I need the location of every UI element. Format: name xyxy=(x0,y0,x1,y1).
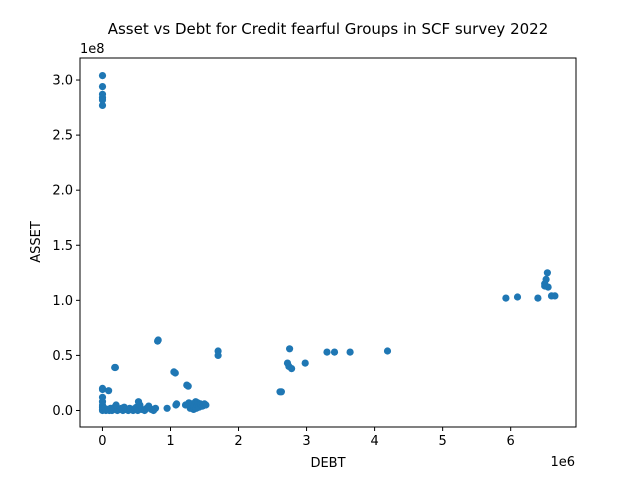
x-tick-label: 1 xyxy=(166,434,174,449)
data-point xyxy=(513,293,522,301)
data-point xyxy=(98,83,107,91)
data-point xyxy=(173,400,181,408)
x-axis-offset-label: 1e6 xyxy=(550,455,575,470)
data-point xyxy=(544,283,552,291)
chart-title: Asset vs Debt for Credit fearful Groups … xyxy=(108,20,549,38)
y-axis-offset-label: 1e8 xyxy=(80,42,105,57)
data-point xyxy=(98,101,107,109)
x-tick-label: 6 xyxy=(507,434,515,449)
data-point xyxy=(111,363,119,372)
data-point xyxy=(154,336,162,344)
data-point xyxy=(286,345,294,353)
x-tick-label: 5 xyxy=(439,434,447,449)
y-tick-label: 0.5 xyxy=(52,349,73,364)
x-axis-label: DEBT xyxy=(310,456,345,471)
data-point xyxy=(98,96,107,104)
axis-ticks: 0 1 2 3 4 5 6 0.0 0.5 1.0 1.5 2.0 2.5 3.0 xyxy=(52,74,515,449)
data-point xyxy=(502,294,510,302)
data-point xyxy=(98,385,107,394)
data-point xyxy=(301,359,309,367)
data-point xyxy=(151,404,160,412)
data-point xyxy=(202,401,210,409)
data-point xyxy=(214,351,222,359)
y-tick-label: 1.0 xyxy=(52,294,73,309)
y-tick-label: 1.5 xyxy=(52,239,73,254)
plot-area-frame xyxy=(79,57,577,428)
data-point xyxy=(184,382,192,390)
data-point xyxy=(534,294,542,302)
y-tick-label: 0.0 xyxy=(52,404,73,419)
y-axis-label: ASSET xyxy=(29,221,44,263)
x-tick-label: 4 xyxy=(370,434,378,449)
data-point xyxy=(551,292,559,300)
data-point xyxy=(171,369,179,377)
data-point xyxy=(105,387,113,395)
x-tick-label: 0 xyxy=(98,434,106,449)
data-point xyxy=(383,347,392,355)
data-points xyxy=(98,72,559,415)
data-point xyxy=(542,275,550,283)
x-tick-label: 2 xyxy=(234,434,242,449)
y-tick-label: 3.0 xyxy=(52,74,73,89)
data-point xyxy=(288,365,296,373)
data-point xyxy=(163,404,171,412)
data-point xyxy=(98,72,107,80)
data-point xyxy=(330,348,339,356)
data-point xyxy=(277,388,285,396)
data-point xyxy=(323,348,331,356)
y-tick-label: 2.0 xyxy=(52,184,73,199)
data-point xyxy=(543,269,552,277)
data-point xyxy=(346,348,354,356)
y-tick-label: 2.5 xyxy=(52,129,73,144)
x-tick-label: 3 xyxy=(302,434,310,449)
